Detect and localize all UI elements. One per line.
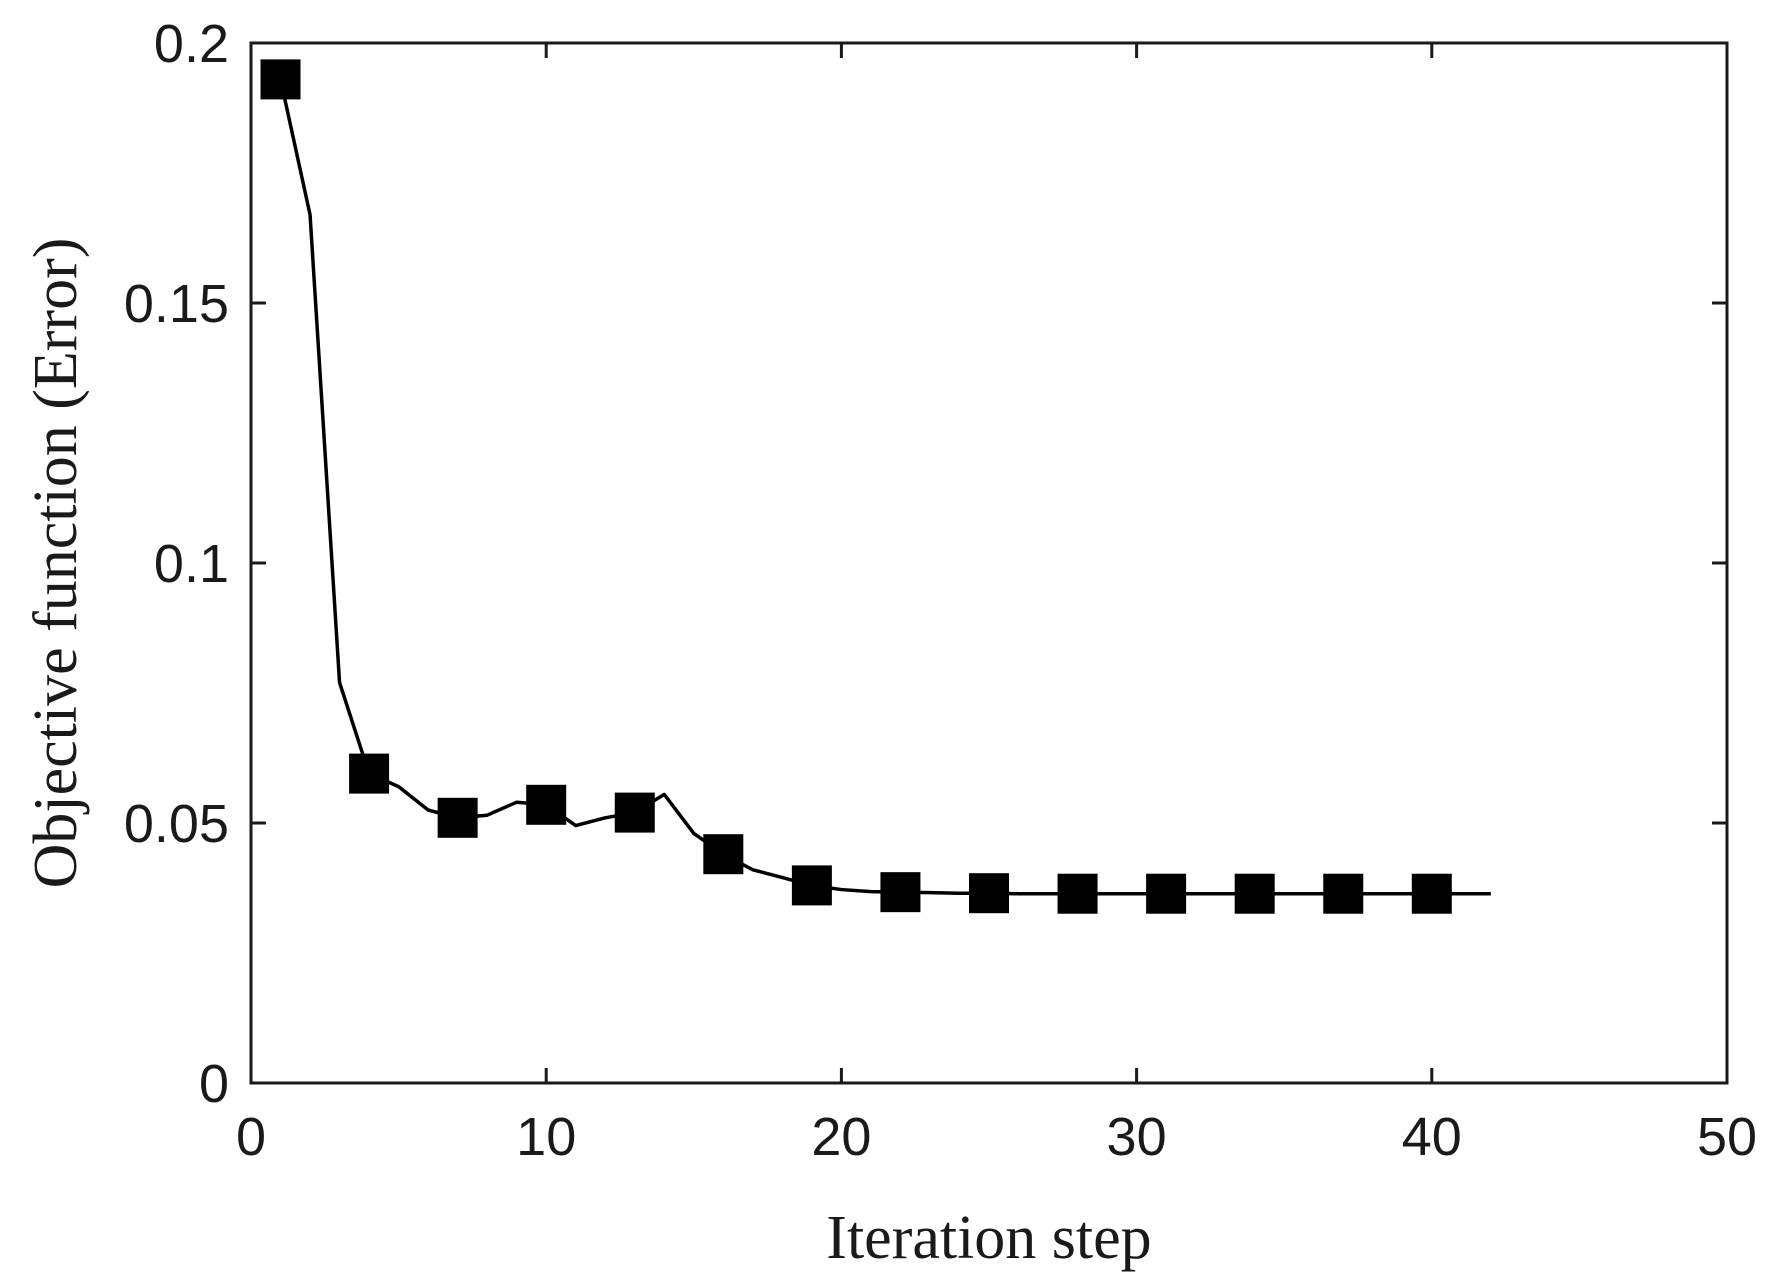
x-tick-label: 10 (516, 1107, 576, 1167)
x-tick-label: 0 (236, 1107, 266, 1167)
y-tick-label: 0.1 (154, 534, 229, 594)
data-point-marker (349, 753, 390, 794)
markers-layer (260, 59, 1452, 914)
data-point-marker (526, 784, 567, 825)
y-tick-label: 0.05 (124, 794, 229, 854)
data-point-marker (614, 792, 655, 833)
data-point-marker (969, 873, 1009, 914)
x-tick-label: 30 (1107, 1107, 1167, 1167)
data-point-marker (1323, 873, 1364, 914)
ticks-layer (249, 41, 1729, 1085)
plot-frame (249, 41, 1729, 1085)
data-point-marker (1234, 873, 1275, 914)
y-axis-label: Objective function (Error) (22, 238, 90, 889)
y-tick-label: 0 (199, 1054, 229, 1114)
data-point-marker (880, 872, 921, 913)
y-tick-label: 0.2 (154, 14, 229, 74)
data-point-marker (260, 59, 301, 100)
data-point-marker (703, 834, 744, 875)
series-line (278, 79, 1491, 896)
data-point-marker (791, 865, 832, 906)
data-point-marker (1146, 873, 1187, 914)
x-axis-label: Iteration step (826, 1204, 1151, 1272)
x-tick-label: 20 (811, 1107, 871, 1167)
data-point-marker (1411, 873, 1452, 914)
data-point-marker (1057, 873, 1098, 914)
data-point-marker (437, 797, 478, 838)
x-tick-label: 40 (1402, 1107, 1462, 1167)
tick-labels-layer: 0 10 20 30 40 50 0 0.05 0.1 0.15 0.2 (124, 14, 1757, 1167)
x-tick-label: 50 (1697, 1107, 1757, 1167)
y-tick-label: 0.15 (124, 274, 229, 334)
